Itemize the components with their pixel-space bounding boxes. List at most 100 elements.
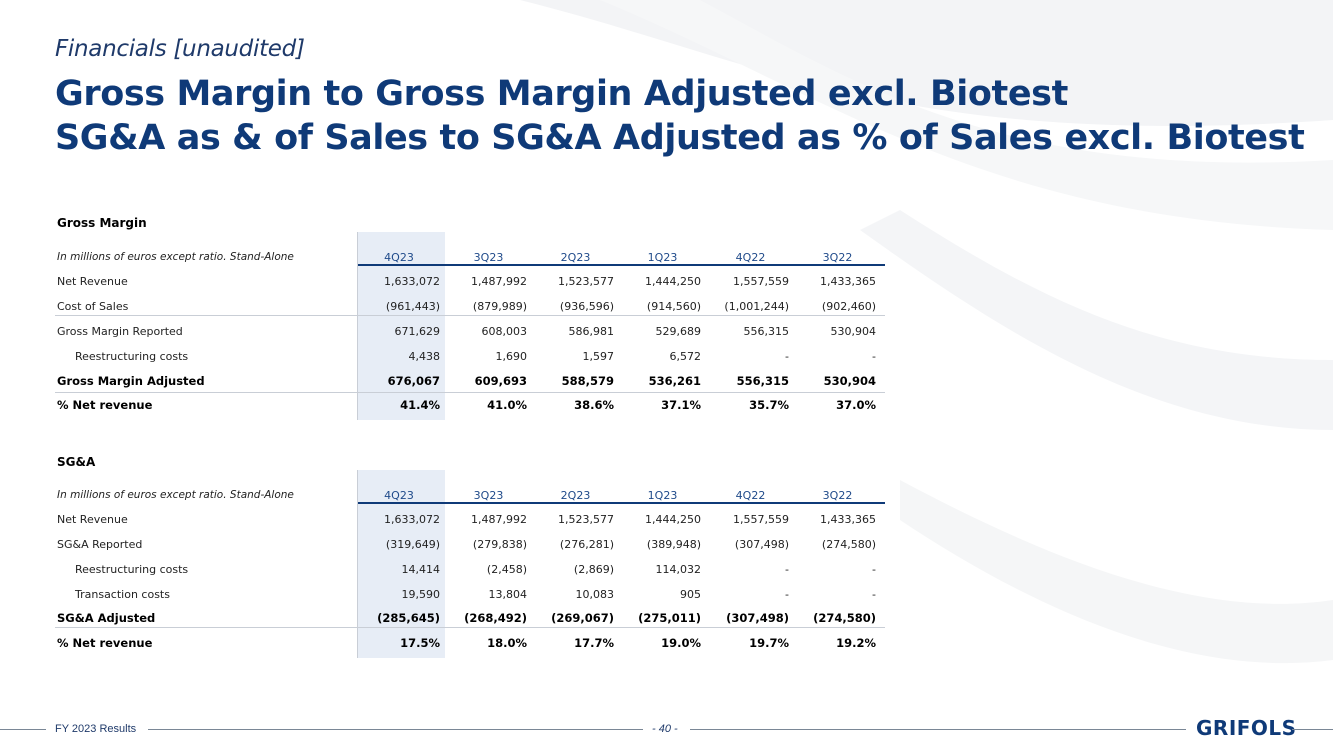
table-header-row: In millions of euros except ratio. Stand… [55,483,885,508]
cell: - [872,588,876,601]
cell: 10,083 [575,588,615,601]
period-header: 4Q23 [384,489,414,502]
period-header: 4Q22 [735,489,766,502]
row-label: Net Revenue [57,513,128,526]
cell: - [785,350,789,363]
cell: (389,948) [646,538,701,551]
row-label: % Net revenue [57,398,153,412]
table-row: Net Revenue 1,633,072 1,487,992 1,523,57… [55,507,885,532]
cell: (275,011) [638,611,701,625]
cell: 6,572 [669,350,702,363]
cell: 586,981 [568,325,615,338]
cell: (307,498) [734,538,789,551]
table-row-total: SG&A Adjusted (285,645) (268,492) (269,0… [55,606,885,631]
table-row: Net Revenue 1,633,072 1,487,992 1,523,57… [55,269,885,294]
cell: 17.7% [574,636,614,650]
row-label: Transaction costs [75,588,170,601]
footer-divider [0,729,46,730]
cell: (319,649) [385,538,440,551]
cell: 1,597 [582,350,615,363]
period-header: 3Q22 [822,251,853,264]
cell: 1,487,992 [471,275,527,288]
cell: (274,580) [821,538,876,551]
row-label: Reestructuring costs [75,350,189,363]
cell: (268,492) [464,611,527,625]
cell: 609,693 [474,374,527,388]
table-row: Gross Margin Reported 671,629 608,003 58… [55,319,885,344]
cell: - [785,588,789,601]
period-header: 3Q22 [822,489,853,502]
cell: 1,433,365 [820,275,876,288]
cell: 1,444,250 [645,513,701,526]
page-number: - 40 - [652,723,678,735]
cell: (274,580) [813,611,876,625]
cell: 1,633,072 [384,275,440,288]
cell: (279,838) [472,538,527,551]
row-label: % Net revenue [57,636,153,650]
row-label: SG&A Adjusted [57,611,156,625]
cell: 530,904 [830,325,877,338]
cell: 37.1% [661,398,701,412]
cell: 1,444,250 [645,275,701,288]
cell: - [872,563,876,576]
cell: - [872,350,876,363]
gross-margin-table: In millions of euros except ratio. Stand… [55,232,885,422]
cell: (879,989) [472,300,527,313]
cell: (914,560) [646,300,701,313]
cell: 4,438 [408,350,441,363]
cell: 536,261 [648,374,701,388]
cell: 1,557,559 [733,275,789,288]
table-row: Transaction costs 19,590 13,804 10,083 9… [55,582,885,607]
header-label: In millions of euros except ratio. Stand… [57,489,294,501]
footer-divider [690,729,1186,730]
cell: 671,629 [394,325,441,338]
cell: (285,645) [377,611,440,625]
cell: 676,067 [387,374,440,388]
cell: 1,433,365 [820,513,876,526]
cell: 19.2% [836,636,876,650]
grifols-logo: GRIFOLS [1196,716,1297,740]
cell: 35.7% [749,398,789,412]
page-title: Gross Margin to Gross Margin Adjusted ex… [55,72,1315,160]
row-label: Cost of Sales [57,300,129,313]
table-row: SG&A Reported (319,649) (279,838) (276,2… [55,532,885,557]
period-header: 1Q23 [647,251,678,264]
gross-margin-section-title: Gross Margin [57,216,147,230]
cell: 1,690 [495,350,528,363]
header-label: In millions of euros except ratio. Stand… [57,251,294,263]
sga-table: In millions of euros except ratio. Stand… [55,470,885,660]
cell: 37.0% [836,398,876,412]
cell: 114,032 [655,563,702,576]
cell: 608,003 [481,325,528,338]
cell: 19.0% [661,636,701,650]
period-header: 3Q23 [473,489,504,502]
cell: 14,414 [401,563,441,576]
table-row-ratio: % Net revenue 17.5% 18.0% 17.7% 19.0% 19… [55,631,885,656]
cell: - [785,563,789,576]
sga-section-title: SG&A [57,455,96,469]
page-title-line-1: Gross Margin to Gross Margin Adjusted ex… [55,74,1068,114]
row-label: Reestructuring costs [75,563,189,576]
cell: (2,458) [486,563,527,576]
period-header: 3Q23 [473,251,504,264]
cell: 41.4% [400,398,440,412]
cell: (902,460) [821,300,876,313]
cell: 556,315 [736,374,789,388]
period-header: 4Q22 [735,251,766,264]
period-header: 2Q23 [560,489,591,502]
cell: (2,869) [573,563,614,576]
table-row-ratio: % Net revenue 41.4% 41.0% 38.6% 37.1% 35… [55,393,885,418]
row-label: Gross Margin Adjusted [57,374,205,388]
cell: (936,596) [559,300,614,313]
cell: (269,067) [551,611,614,625]
cell: 1,557,559 [733,513,789,526]
section-subtitle: Financials [unaudited] [55,36,305,62]
row-label: Net Revenue [57,275,128,288]
cell: 19.7% [749,636,789,650]
cell: 529,689 [655,325,702,338]
period-header: 2Q23 [560,251,591,264]
period-header: 4Q23 [384,251,414,264]
cell: 556,315 [743,325,790,338]
cell: 1,633,072 [384,513,440,526]
cell: (307,498) [726,611,789,625]
